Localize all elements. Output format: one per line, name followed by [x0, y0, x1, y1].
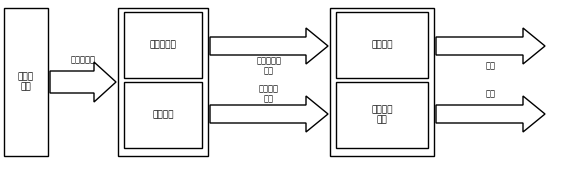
Text: 有效值转换: 有效值转换 [150, 40, 176, 50]
Text: 高频电信号: 高频电信号 [70, 56, 95, 64]
Polygon shape [436, 96, 545, 132]
Text: 滤波放大: 滤波放大 [371, 40, 393, 50]
Text: 滤波放大: 滤波放大 [153, 110, 174, 120]
Polygon shape [210, 96, 328, 132]
Bar [124, 82, 202, 148]
Text: 直流有效值
信号: 直流有效值 信号 [256, 56, 281, 76]
Bar [336, 12, 428, 78]
Text: 超声换
能器: 超声换 能器 [18, 72, 34, 92]
Bar [4, 8, 48, 156]
Polygon shape [50, 62, 116, 102]
Text: 纯净正弦
信号: 纯净正弦 信号 [259, 84, 279, 104]
Bar [118, 8, 208, 156]
Bar [330, 8, 434, 156]
Text: 相位: 相位 [485, 89, 496, 99]
Polygon shape [436, 28, 545, 64]
Text: 幅值: 幅值 [485, 62, 496, 71]
Polygon shape [210, 28, 328, 64]
Bar [124, 12, 202, 78]
Text: 施密特触
发器: 施密特触 发器 [371, 105, 393, 125]
Bar [336, 82, 428, 148]
